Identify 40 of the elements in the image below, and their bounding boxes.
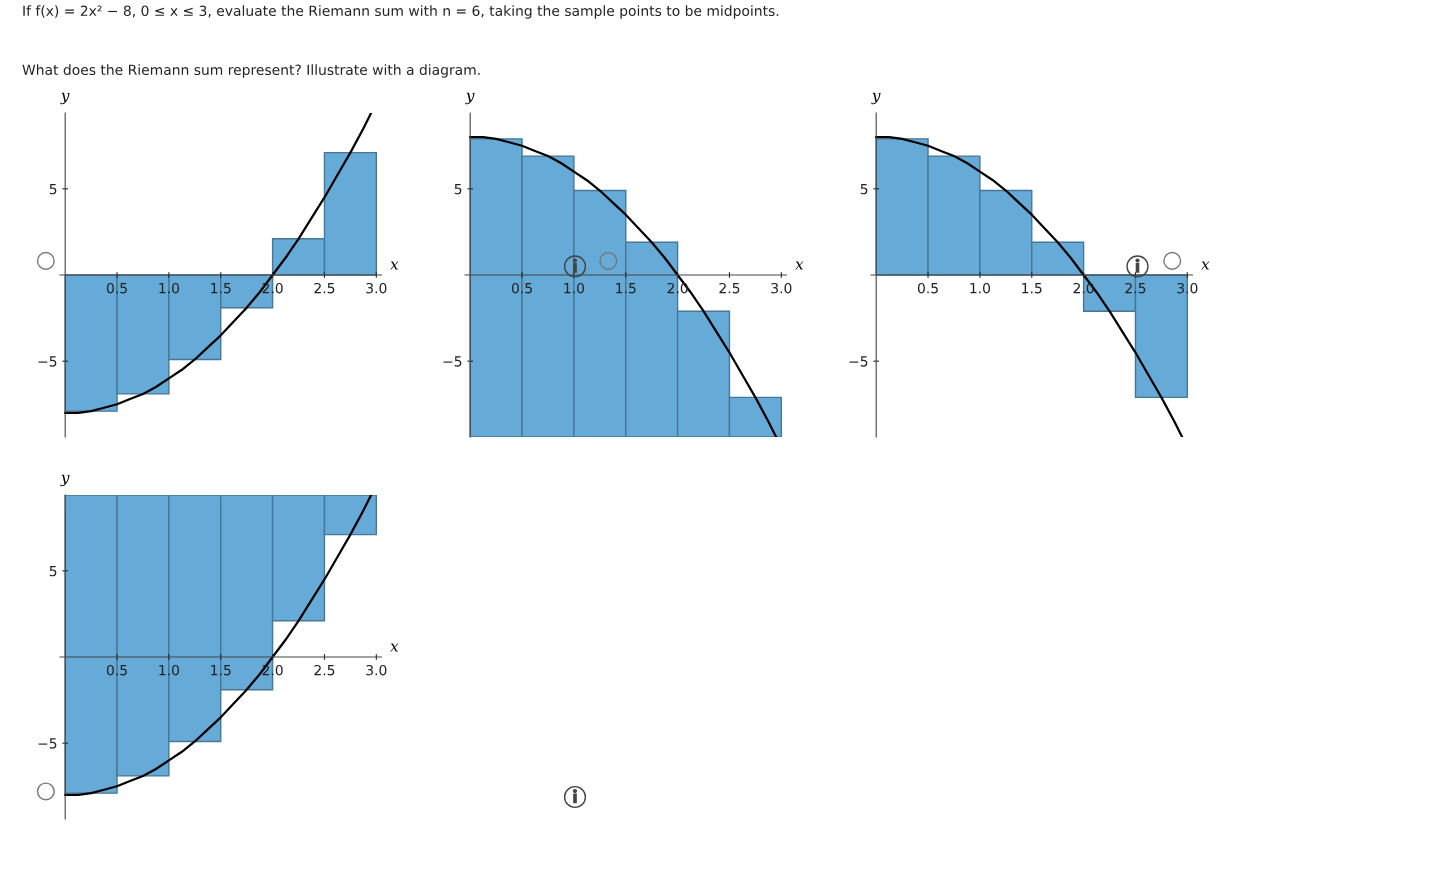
y-tick-label: −5 bbox=[443, 356, 462, 367]
y-axis-title: y bbox=[465, 92, 475, 105]
y-tick-label: 5 bbox=[860, 183, 868, 195]
y-axis-title: y bbox=[871, 92, 881, 105]
x-tick-label: 1.5 bbox=[1022, 283, 1042, 294]
x-tick-label: 2.0 bbox=[1073, 282, 1094, 294]
x-tick-label: 1.5 bbox=[211, 283, 231, 294]
x-axis-title: x bbox=[390, 643, 399, 652]
x-tick-label: 1.0 bbox=[970, 282, 991, 294]
x-tick-label: 1.0 bbox=[159, 282, 180, 294]
x-tick-label: 1.0 bbox=[159, 664, 180, 676]
x-tick-label: 1.5 bbox=[211, 665, 231, 676]
x-axis-title: x bbox=[795, 261, 804, 270]
y-tick-label: −5 bbox=[38, 356, 57, 367]
x-tick-label: 0.5 bbox=[106, 282, 127, 294]
y-axis-title: y bbox=[60, 474, 70, 487]
x-tick-label: 0.5 bbox=[106, 664, 127, 676]
x-tick-label: 2.0 bbox=[262, 282, 283, 294]
x-tick-label: 2.0 bbox=[262, 664, 283, 676]
y-axis-title: y bbox=[60, 92, 70, 105]
x-tick-label: 3.0 bbox=[366, 282, 387, 294]
y-tick-label: 5 bbox=[454, 183, 462, 195]
x-tick-label: 3.0 bbox=[771, 282, 792, 294]
x-tick-label: 3.0 bbox=[366, 664, 387, 676]
x-tick-label: 1.0 bbox=[564, 282, 585, 294]
x-tick-label: 0.5 bbox=[511, 282, 532, 294]
y-tick-label: 5 bbox=[49, 565, 57, 577]
y-tick-label: 5 bbox=[49, 183, 57, 195]
x-tick-label: 2.5 bbox=[314, 282, 335, 294]
y-tick-label: −5 bbox=[849, 356, 868, 367]
x-axis-title: x bbox=[1201, 261, 1210, 270]
text: If f(x) = 2x² − 8, 0 ≤ x ≤ 3, evaluate the Riemann sum with n = 6, taking the sample points to be midpoints. bbox=[23, 5, 779, 19]
y-tick-label: −5 bbox=[38, 738, 57, 749]
x-tick-label: 2.5 bbox=[1125, 282, 1146, 294]
text: What does the Riemann sum represent? Illustrate with a diagram. bbox=[22, 64, 480, 78]
x-tick-label: 2.5 bbox=[719, 282, 740, 294]
x-tick-label: 2.5 bbox=[314, 664, 335, 676]
x-tick-label: 1.5 bbox=[616, 283, 636, 294]
x-tick-label: 0.5 bbox=[917, 282, 938, 294]
x-axis-title: x bbox=[390, 261, 399, 270]
